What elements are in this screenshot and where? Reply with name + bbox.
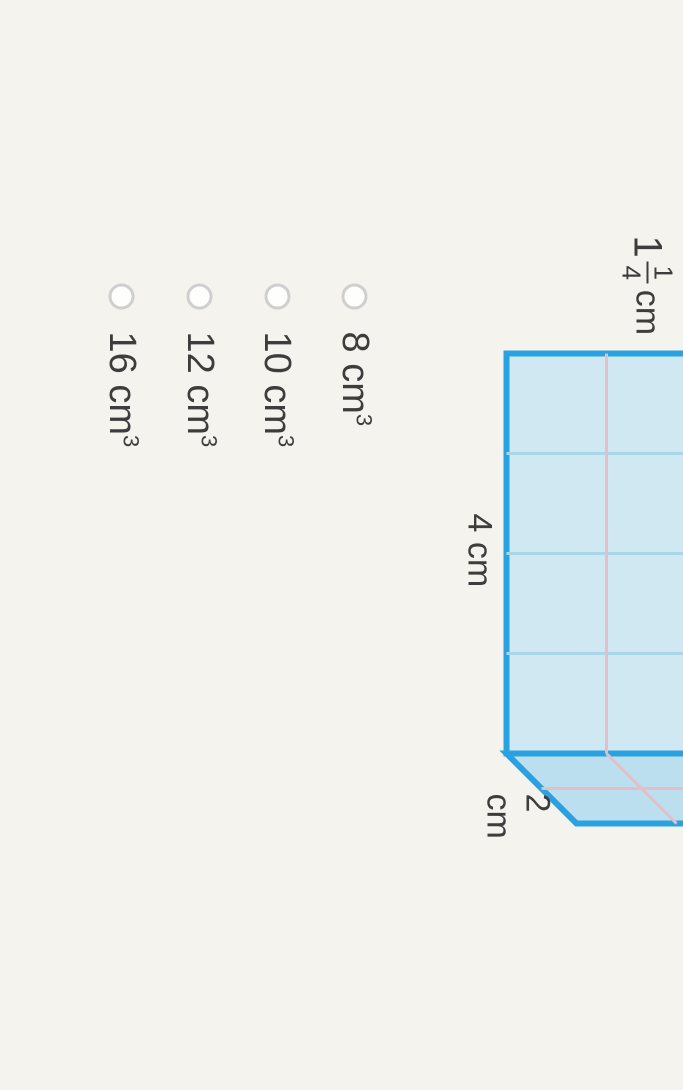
width-label: 4 cm — [460, 514, 499, 588]
option-c[interactable]: 12 cm3 — [178, 284, 222, 857]
radio-icon[interactable] — [186, 284, 212, 310]
option-text: 12 cm3 — [178, 332, 222, 448]
radio-icon[interactable] — [342, 284, 368, 310]
prism-figure: 1 1 4 cm — [447, 294, 683, 854]
option-unit: cm — [256, 384, 298, 435]
option-value: 12 — [179, 332, 221, 374]
option-a[interactable]: 8 cm3 — [333, 284, 377, 857]
option-d[interactable]: 16 cm3 — [100, 284, 144, 857]
option-unit: cm — [179, 384, 221, 435]
height-numerator: 1 — [651, 266, 677, 280]
fraction-bar — [647, 262, 649, 284]
height-denominator: 4 — [619, 266, 645, 280]
height-unit: cm — [631, 290, 665, 335]
depth-label: 2 cm — [479, 794, 557, 854]
option-value: 16 — [101, 332, 143, 374]
option-exp: 3 — [119, 435, 144, 447]
option-exp: 3 — [352, 414, 377, 426]
option-b[interactable]: 10 cm3 — [255, 284, 299, 857]
radio-icon[interactable] — [109, 284, 135, 310]
radio-icon[interactable] — [264, 284, 290, 310]
height-whole: 1 — [628, 236, 668, 258]
question-content: 1 1 4 cm — [0, 204, 683, 887]
option-text: 16 cm3 — [100, 332, 144, 448]
answer-options: 8 cm3 10 cm3 12 cm3 — [100, 284, 377, 857]
option-exp: 3 — [274, 435, 299, 447]
option-exp: 3 — [196, 435, 221, 447]
option-text: 10 cm3 — [255, 332, 299, 448]
option-unit: cm — [334, 363, 376, 414]
height-label: 1 1 4 cm — [619, 236, 677, 336]
option-value: 10 — [256, 332, 298, 374]
option-text: 8 cm3 — [333, 332, 377, 427]
option-unit: cm — [101, 384, 143, 435]
option-value: 8 — [334, 332, 376, 353]
